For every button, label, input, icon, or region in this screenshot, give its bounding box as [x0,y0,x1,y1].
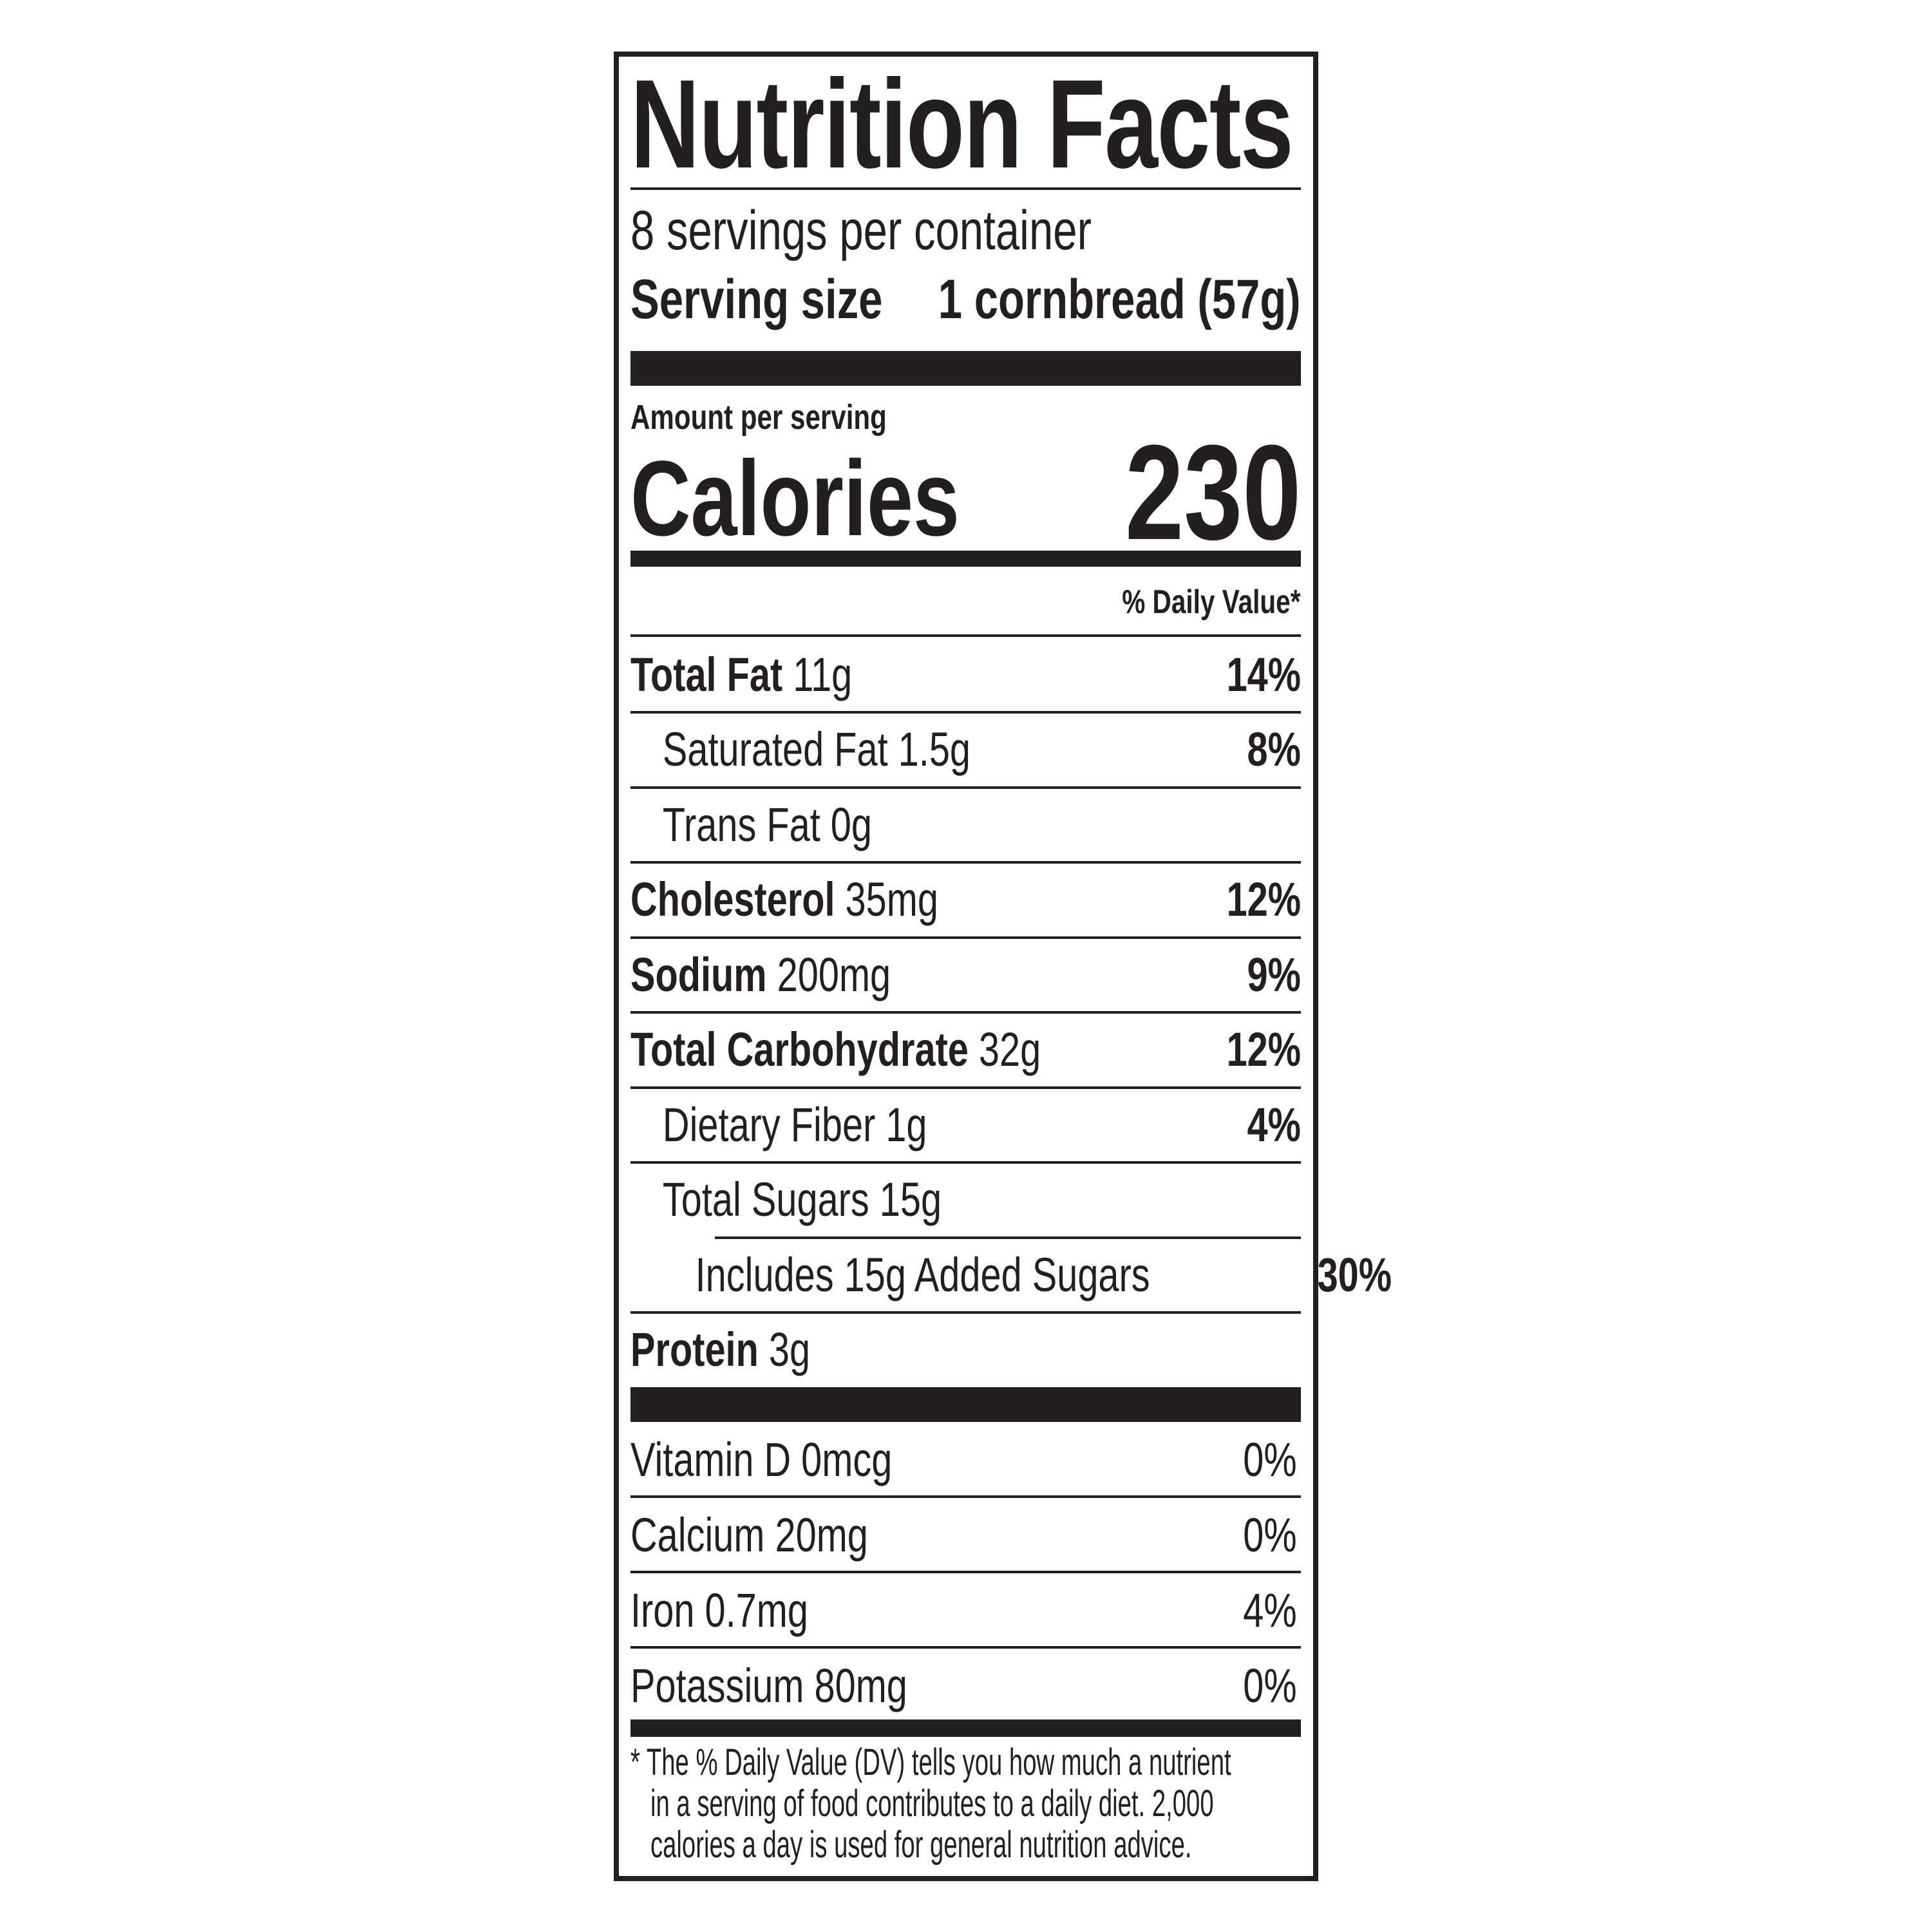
serving-size-label: Serving size [630,269,883,330]
nutrient-row: Trans Fat 0g [630,787,1301,862]
nutrient-label: Total Carbohydrate 32g [630,1021,1041,1079]
divider [630,786,1301,789]
divider [630,711,1301,714]
servings-per-container: 8 servings per container [630,200,1092,261]
divider [630,861,1301,864]
nutrient-amount: 200mg [777,947,891,1001]
nutrient-row: Total Carbohydrate 32g 12% [630,1012,1301,1088]
divider [630,936,1301,939]
nutrient-daily-value: 9% [1247,947,1301,1001]
calories-value: 230 [1124,417,1301,568]
nutrient-label: Total Sugars 15g [630,1171,942,1229]
nutrition-label-border [614,52,1318,1881]
vitamin-label: Potassium 80mg [630,1658,907,1712]
nutrient-row: Sodium 200mg 9% [630,937,1301,1012]
divider [630,1311,1301,1314]
nutrient-name: Sodium [630,947,767,1001]
divider [630,1646,1301,1649]
nutrient-name: Protein [630,1323,759,1376]
nutrient-row: Cholesterol 35mg 12% [630,862,1301,938]
amount-per-serving: Amount per serving [630,398,887,437]
divider [630,1086,1301,1089]
divider [715,1236,1301,1239]
nutrient-daily-value: 14% [1226,647,1301,701]
nutrient-row: Total Sugars 15g [630,1162,1301,1238]
nutrient-name: Total Sugars 15g [662,1173,942,1226]
nutrient-amount: 11g [793,647,853,701]
vitamin-row: Calcium 20mg 0% [630,1497,1301,1573]
vitamin-row: Vitamin D 0mcg 0% [630,1422,1301,1497]
footnote: * The % Daily Value (DV) tells you how m… [630,1741,1231,1866]
nutrient-amount: 32g [978,1023,1041,1076]
vitamin-row: Potassium 80mg 0% [630,1648,1301,1723]
nutrient-daily-value: 12% [1226,873,1301,926]
nutrient-label: Dietary Fiber 1g [630,1096,927,1154]
nutrient-row: Total Fat 11g 14% [630,637,1301,712]
nutrient-daily-value: 12% [1226,1023,1301,1076]
vitamin-label: Vitamin D 0mcg [630,1432,893,1486]
nutrient-daily-value: 8% [1247,723,1301,776]
nutrient-label: Total Fat 11g [630,646,852,704]
divider [630,187,1301,190]
vitamin-row: Iron 0.7mg 4% [630,1573,1301,1648]
divider [630,1571,1301,1573]
vitamin-daily-value: 0% [1243,1658,1297,1712]
nutrient-name: Cholesterol [630,873,835,926]
nutrient-name: Includes 15g Added Sugars [695,1247,1150,1302]
medium-divider [630,1719,1301,1737]
nutrient-label: Saturated Fat 1.5g [630,721,971,779]
vitamin-daily-value: 0% [1243,1432,1297,1486]
thick-divider [630,351,1301,386]
nutrient-label: Protein 3g [630,1321,810,1379]
nutrient-name: Saturated Fat 1.5g [662,723,971,776]
nutrient-label: Trans Fat 0g [630,796,872,854]
nutrient-name: Total Fat [630,647,783,701]
nutrient-amount: 35mg [845,873,938,926]
label-title: Nutrition Facts [630,53,1294,194]
calories-label: Calories [630,439,960,558]
nutrient-amount: 3g [768,1323,811,1376]
serving-size-value: 1 cornbread (57g) [938,269,1301,330]
daily-value-header: % Daily Value* [1122,583,1301,621]
divider [630,634,1301,637]
nutrient-label: Sodium 200mg [630,946,891,1004]
nutrient-label: Includes 15g Added Sugars [630,1246,1150,1304]
vitamin-label: Calcium 20mg [630,1508,868,1562]
serving-size: Serving size 1 cornbread (57g) [630,269,1301,330]
divider [630,1011,1301,1014]
nutrient-name: Dietary Fiber 1g [662,1097,927,1151]
nutrient-row: Includes 15g Added Sugars 30% [630,1237,1392,1312]
calories-row: Calories 230 [630,417,1301,568]
divider [630,1161,1301,1164]
nutrient-daily-value: 30% [1317,1247,1392,1302]
nutrient-name: Total Carbohydrate [630,1023,969,1076]
nutrient-row: Saturated Fat 1.5g 8% [630,712,1301,788]
medium-divider [630,551,1301,567]
nutrient-label: Cholesterol 35mg [630,871,938,929]
thick-divider [630,1387,1301,1422]
divider [630,1495,1301,1498]
nutrient-name: Trans Fat 0g [662,797,872,851]
vitamin-daily-value: 0% [1243,1508,1297,1562]
nutrient-daily-value: 4% [1247,1097,1301,1151]
nutrient-row: Protein 3g [630,1312,1301,1388]
vitamin-daily-value: 4% [1243,1583,1297,1637]
vitamin-label: Iron 0.7mg [630,1583,808,1637]
nutrient-row: Dietary Fiber 1g 4% [630,1087,1301,1162]
